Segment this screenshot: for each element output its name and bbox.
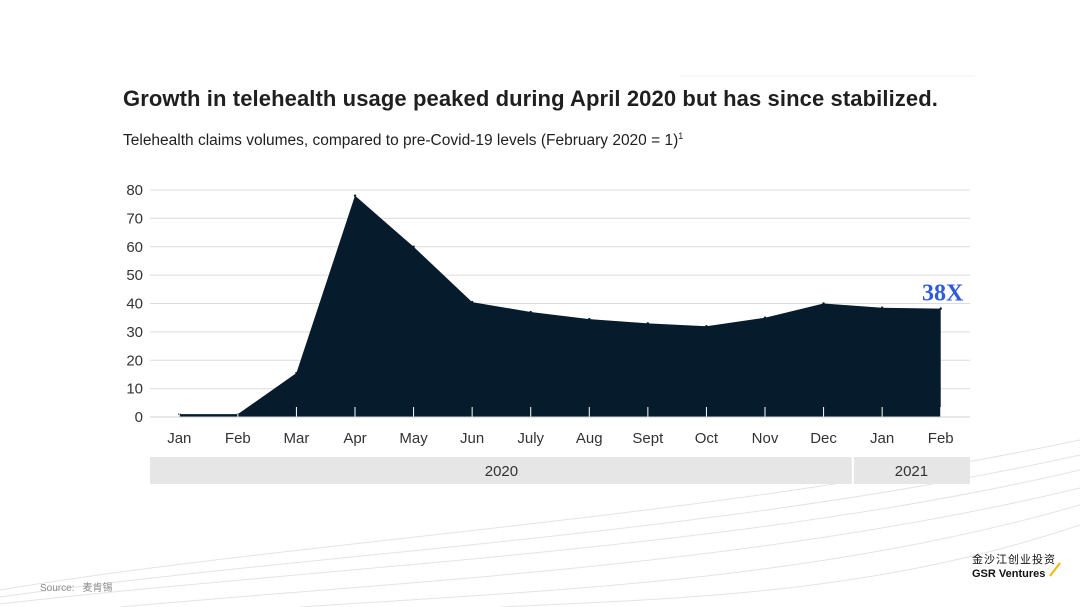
data-point bbox=[353, 194, 357, 197]
data-point bbox=[822, 302, 825, 305]
x-tick-label: Dec bbox=[810, 430, 837, 447]
x-tick-label: Feb bbox=[928, 430, 954, 447]
subtitle-text: Telehealth claims volumes, compared to p… bbox=[123, 132, 679, 150]
y-tick-label: 60 bbox=[126, 239, 143, 256]
year-band-2021 bbox=[852, 457, 970, 484]
data-point bbox=[763, 316, 767, 319]
chart-title: Growth in telehealth usage peaked during… bbox=[123, 86, 938, 111]
brand-name-en: GSR Ventures bbox=[972, 568, 1046, 580]
y-tick-label: 70 bbox=[126, 210, 143, 227]
y-tick-label: 50 bbox=[126, 267, 143, 284]
source-value: 麦肯锡 bbox=[82, 583, 113, 594]
y-tick-label: 20 bbox=[126, 352, 143, 369]
data-point bbox=[295, 371, 298, 375]
x-tick-label: Apr bbox=[343, 430, 366, 447]
year-label: 2021 bbox=[895, 463, 928, 480]
area-series bbox=[179, 195, 941, 417]
year-band-2020 bbox=[150, 457, 853, 484]
subtitle-footnote: 1 bbox=[678, 131, 684, 141]
data-point bbox=[705, 325, 708, 328]
source-note: Source: 麦肯锡 bbox=[40, 579, 112, 594]
x-tick-label: July bbox=[517, 430, 544, 447]
data-point bbox=[529, 310, 532, 314]
x-tick-label: Mar bbox=[284, 430, 310, 447]
source-label: Source: bbox=[40, 583, 75, 594]
y-tick-label: 40 bbox=[126, 296, 143, 313]
data-point bbox=[470, 300, 474, 304]
x-tick-label: May bbox=[399, 430, 428, 447]
x-tick-label: Aug bbox=[576, 430, 603, 447]
x-tick-label: Nov bbox=[752, 430, 779, 447]
y-tick-label: 80 bbox=[126, 182, 143, 199]
y-tick-label: 0 bbox=[135, 409, 143, 426]
brand-logo: 金沙江创业投资 GSR Ventures bbox=[972, 551, 1072, 580]
x-tick-label: Jun bbox=[460, 430, 484, 447]
data-point bbox=[412, 245, 415, 248]
x-tick-label: Jan bbox=[167, 430, 191, 447]
chart-subtitle: Telehealth claims volumes, compared to p… bbox=[123, 131, 683, 150]
annotation-38x: 38X bbox=[922, 281, 964, 307]
data-point bbox=[939, 307, 942, 310]
brand-slash-icon bbox=[1049, 562, 1061, 577]
brand-name-cn: 金沙江创业投资 bbox=[972, 554, 1056, 566]
x-tick-label: Sept bbox=[632, 430, 664, 447]
data-point bbox=[646, 322, 650, 325]
year-label: 2020 bbox=[485, 463, 518, 480]
x-tick-label: Jan bbox=[870, 430, 894, 447]
x-tick-label: Feb bbox=[225, 430, 251, 447]
y-tick-label: 30 bbox=[126, 324, 143, 341]
data-point bbox=[588, 317, 591, 321]
x-tick-label: Oct bbox=[695, 430, 719, 447]
y-tick-label: 10 bbox=[126, 381, 143, 398]
data-point bbox=[880, 306, 884, 309]
